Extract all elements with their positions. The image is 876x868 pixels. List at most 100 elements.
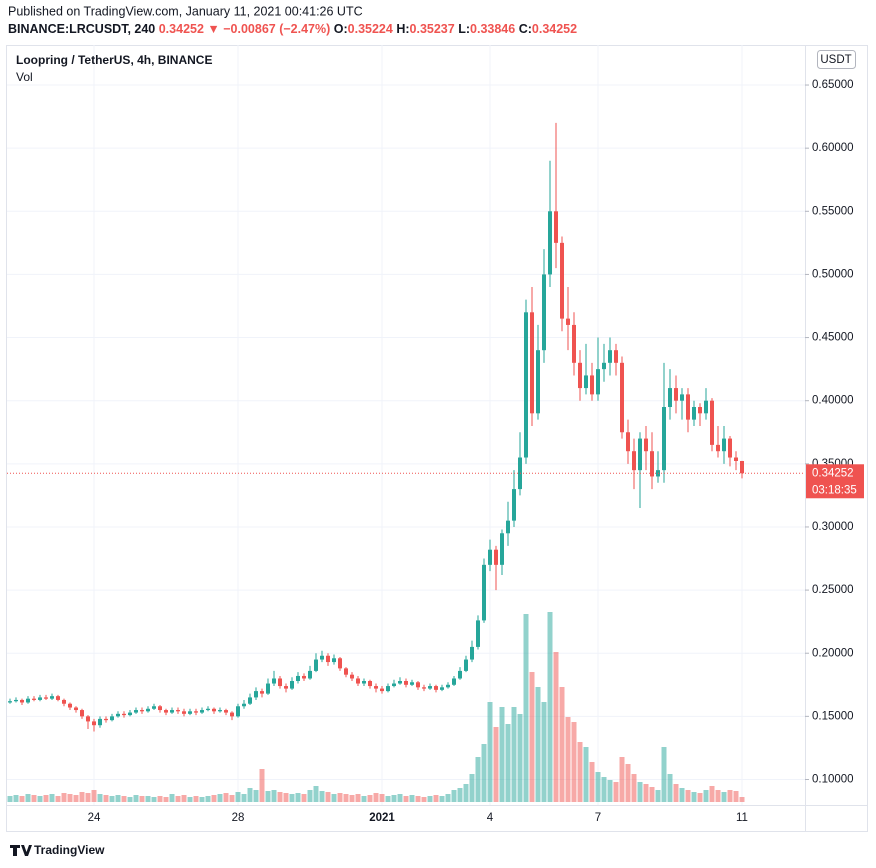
candle-body bbox=[344, 668, 348, 675]
candle-body bbox=[560, 242, 564, 319]
candle-body bbox=[338, 658, 342, 669]
volume-bar bbox=[487, 702, 493, 802]
volume-bar bbox=[223, 793, 229, 802]
volume-bar bbox=[13, 795, 19, 802]
volume-bar bbox=[253, 790, 259, 802]
volume-bar bbox=[403, 796, 409, 802]
candle-body bbox=[104, 718, 108, 721]
y-tick-label: 0.40000 bbox=[812, 395, 854, 407]
candle-body bbox=[554, 211, 558, 243]
volume-bar bbox=[7, 796, 13, 802]
volume-bar bbox=[469, 774, 475, 802]
candle-body bbox=[644, 438, 648, 452]
volume-bar bbox=[115, 795, 121, 802]
volume-bar bbox=[91, 790, 97, 802]
volume-bar bbox=[733, 791, 739, 802]
x-tick-label: 2021 bbox=[369, 812, 395, 824]
volume-bar bbox=[709, 786, 715, 802]
candle-body bbox=[434, 686, 438, 690]
candle-body bbox=[20, 699, 24, 703]
candle-body bbox=[284, 686, 288, 689]
logo-text: TradingView bbox=[34, 843, 105, 857]
candle-body bbox=[452, 678, 456, 685]
volume-bar bbox=[451, 790, 457, 802]
candle-body bbox=[140, 710, 144, 712]
candle-body bbox=[698, 407, 702, 414]
legend-title: Loopring / TetherUS, 4h, BINANCE bbox=[16, 53, 212, 67]
candle-body bbox=[620, 362, 624, 433]
frame bbox=[6, 45, 868, 832]
symbol: BINANCE:LRCUSDT, 240 bbox=[8, 22, 155, 36]
y-tick-label: 0.45000 bbox=[812, 332, 854, 344]
l-value: 0.33846 bbox=[470, 22, 515, 36]
volume-bar bbox=[655, 790, 661, 802]
candle-body bbox=[8, 701, 12, 703]
volume-bar bbox=[421, 797, 427, 802]
volume-bar bbox=[385, 796, 391, 802]
candle-body bbox=[218, 710, 222, 712]
candle-body bbox=[62, 699, 66, 704]
candle-body bbox=[386, 686, 390, 692]
candle-body bbox=[128, 712, 132, 716]
volume-bar bbox=[211, 795, 217, 802]
candle-body bbox=[38, 697, 42, 700]
logo-icon bbox=[10, 845, 32, 856]
countdown: 03:18:35 bbox=[812, 484, 857, 496]
volume-bar bbox=[133, 795, 139, 802]
x-tick-label: 28 bbox=[232, 812, 245, 824]
candle-body bbox=[320, 655, 324, 660]
candle-body bbox=[590, 375, 594, 395]
volume-bar bbox=[589, 762, 595, 802]
candle-body bbox=[458, 670, 462, 679]
volume-bar bbox=[157, 796, 163, 802]
candle-body bbox=[734, 457, 738, 461]
candle-body bbox=[68, 703, 72, 708]
volume-bar bbox=[277, 792, 283, 802]
volume-bar bbox=[331, 794, 337, 802]
candle-body bbox=[74, 707, 78, 711]
y-tick-label: 0.55000 bbox=[812, 205, 854, 217]
candle-body bbox=[410, 682, 414, 685]
last: 0.34252 bbox=[159, 22, 204, 36]
candle-body bbox=[722, 438, 726, 452]
volume-bar bbox=[721, 792, 727, 802]
volume-bar bbox=[637, 782, 643, 802]
candle-body bbox=[50, 696, 54, 699]
volume-bar bbox=[217, 794, 223, 802]
volume-bar bbox=[127, 797, 133, 802]
y-tick-label: 0.60000 bbox=[812, 142, 854, 154]
candle-body bbox=[134, 710, 138, 713]
candle-body bbox=[572, 324, 576, 363]
currency[interactable]: USDT bbox=[820, 54, 851, 66]
candle-body bbox=[314, 659, 318, 671]
y-tick-label: 0.50000 bbox=[812, 268, 854, 280]
volume-bar bbox=[493, 727, 499, 802]
volume-bar bbox=[187, 797, 193, 802]
volume-bar bbox=[61, 793, 67, 802]
candle-body bbox=[728, 438, 732, 458]
volume-bar bbox=[163, 797, 169, 802]
candle-body bbox=[632, 451, 636, 471]
volume-bar bbox=[193, 796, 199, 802]
volume-bar bbox=[355, 794, 361, 802]
currency-box[interactable] bbox=[817, 50, 856, 69]
candle-body bbox=[668, 388, 672, 408]
volume-bar bbox=[727, 790, 733, 802]
volume-bar bbox=[85, 793, 91, 802]
candle-body bbox=[350, 674, 354, 679]
l-label: L: bbox=[458, 22, 470, 36]
candle-body bbox=[80, 710, 84, 717]
volume-bar bbox=[691, 792, 697, 802]
candle-body bbox=[26, 698, 30, 703]
volume-bar bbox=[67, 794, 73, 802]
volume-bar bbox=[409, 795, 415, 802]
candle-body bbox=[596, 369, 600, 395]
volume-bar bbox=[121, 796, 127, 802]
candle-body bbox=[476, 620, 480, 647]
candle-body bbox=[536, 350, 540, 414]
volume-bar bbox=[571, 722, 577, 802]
candle-body bbox=[482, 564, 486, 621]
volume-bar bbox=[565, 717, 571, 802]
candle-body bbox=[86, 716, 90, 722]
